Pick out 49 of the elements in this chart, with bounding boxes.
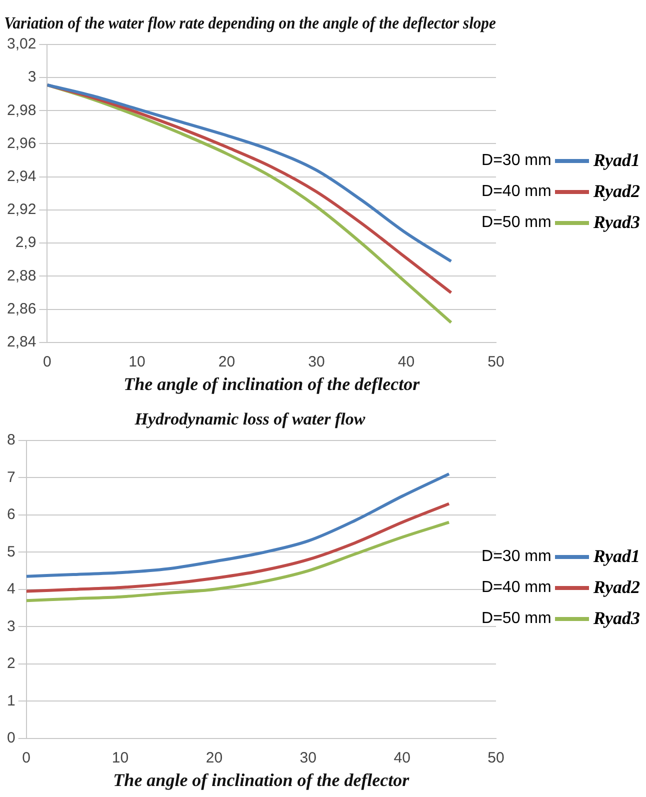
x-tick-label: 10 bbox=[128, 354, 146, 371]
x-tick-label: 30 bbox=[300, 750, 316, 767]
annotation: D=40 mm bbox=[482, 578, 552, 596]
annotation: D=30 mm bbox=[482, 548, 552, 566]
x-tick-label: 40 bbox=[394, 750, 410, 767]
annotation: D=30 mm bbox=[482, 152, 552, 170]
y-tick-label: 2,86 bbox=[6, 300, 36, 318]
y-tick-label: 2,96 bbox=[6, 134, 36, 152]
y-tick-label: 0 bbox=[7, 730, 16, 747]
annotation: D=50 mm bbox=[482, 610, 552, 628]
x-tick-label: 0 bbox=[43, 354, 52, 371]
line-series bbox=[26, 472, 451, 578]
x-axis-title: The angle of inclination of the deflector bbox=[113, 770, 410, 790]
legend-label: Ryad3 bbox=[593, 212, 640, 233]
line-series bbox=[26, 520, 451, 602]
y-tick-label: 5 bbox=[7, 543, 16, 560]
y-tick-label: 4 bbox=[7, 580, 16, 598]
y-tick-label: 2,92 bbox=[6, 201, 36, 218]
y-tick-label: 6 bbox=[7, 506, 16, 524]
y-tick-label: 2,98 bbox=[6, 102, 36, 119]
chart-title: Hydrodynamic loss of water flow bbox=[134, 410, 366, 429]
y-tick-label: 2,84 bbox=[6, 334, 36, 351]
y-tick-label: 3,02 bbox=[6, 36, 36, 53]
x-tick-label: 20 bbox=[218, 354, 236, 371]
y-tick-label: 2 bbox=[7, 655, 16, 672]
x-tick-label: 50 bbox=[488, 750, 504, 767]
x-tick-label: 30 bbox=[308, 354, 325, 371]
y-tick-label: 7 bbox=[7, 468, 16, 486]
legend-label: Ryad1 bbox=[593, 150, 640, 171]
legend-label: Ryad2 bbox=[593, 181, 640, 202]
annotation: D=50 mm bbox=[482, 214, 552, 232]
x-tick-label: 20 bbox=[206, 750, 223, 767]
y-tick-label: 2,9 bbox=[15, 234, 36, 252]
chart-title: Variation of the water flow rate depending on the angle of the deflector slope bbox=[4, 12, 496, 33]
x-tick-label: 40 bbox=[398, 354, 415, 371]
y-tick-label: 1 bbox=[7, 692, 16, 710]
x-axis-title: The angle of inclination of the deflector bbox=[124, 374, 421, 394]
annotation: D=40 mm bbox=[482, 182, 552, 200]
y-tick-label: 8 bbox=[7, 432, 16, 449]
y-tick-label: 3 bbox=[7, 618, 16, 635]
line-series bbox=[26, 502, 451, 593]
legend-label: Ryad3 bbox=[593, 608, 640, 629]
legend-label: Ryad2 bbox=[593, 577, 640, 598]
y-tick-label: 2,88 bbox=[6, 267, 36, 284]
y-tick-label: 3 bbox=[28, 68, 36, 86]
y-tick-label: 2,94 bbox=[6, 168, 36, 185]
legend-label: Ryad1 bbox=[593, 546, 640, 567]
x-tick-label: 50 bbox=[488, 354, 504, 371]
x-tick-label: 10 bbox=[112, 750, 129, 767]
